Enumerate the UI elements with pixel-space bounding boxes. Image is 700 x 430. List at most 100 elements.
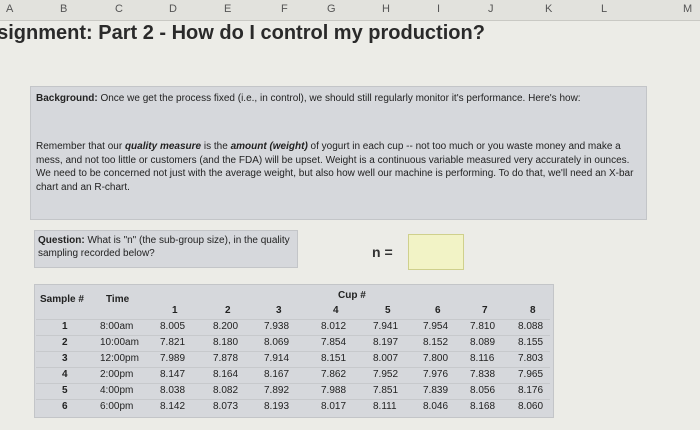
- weight-cell[interactable]: 7.838: [470, 369, 496, 380]
- weight-cell[interactable]: 8.193: [264, 401, 290, 412]
- weight-cell[interactable]: 8.038: [160, 385, 186, 396]
- column-header-f[interactable]: F: [281, 3, 288, 15]
- background-paragraph: Background: Once we get the process fixe…: [36, 92, 644, 105]
- sample-number: 3: [62, 353, 68, 364]
- weight-cell[interactable]: 7.941: [373, 321, 399, 332]
- weight-cell[interactable]: 8.164: [213, 369, 239, 380]
- weight-cell[interactable]: 7.862: [321, 369, 347, 380]
- column-header-h[interactable]: H: [382, 3, 390, 15]
- weight-cell[interactable]: 7.989: [160, 353, 186, 364]
- weight-cell[interactable]: 8.152: [423, 337, 449, 348]
- column-header-d[interactable]: D: [169, 3, 177, 15]
- weight-cell[interactable]: 7.988: [321, 385, 347, 396]
- question-panel: [34, 230, 298, 268]
- background-panel: [30, 86, 647, 220]
- sample-number: 4: [62, 369, 68, 380]
- cup-number-4: 4: [333, 305, 339, 316]
- sample-time: 2:00pm: [100, 369, 134, 380]
- weight-cell[interactable]: 8.082: [213, 385, 239, 396]
- weight-cell[interactable]: 8.088: [518, 321, 544, 332]
- n-label: n =: [372, 244, 393, 260]
- weight-cell[interactable]: 8.007: [373, 353, 399, 364]
- weight-cell[interactable]: 8.073: [213, 401, 239, 412]
- weight-cell[interactable]: 8.005: [160, 321, 186, 332]
- weight-cell[interactable]: 7.810: [470, 321, 496, 332]
- column-header-i[interactable]: I: [437, 3, 441, 15]
- row-divider: [36, 383, 550, 384]
- weight-cell[interactable]: 8.056: [470, 385, 496, 396]
- weight-cell[interactable]: 8.060: [518, 401, 544, 412]
- sample-number: 1: [62, 321, 68, 332]
- weight-cell[interactable]: 8.176: [518, 385, 544, 396]
- weight-cell[interactable]: 7.914: [264, 353, 290, 364]
- background-intro-text: Once we get the process fixed (i.e., in …: [97, 93, 581, 104]
- sample-number: 6: [62, 401, 68, 412]
- cup-header: Cup #: [338, 290, 366, 301]
- sample-time: 6:00pm: [100, 401, 134, 412]
- cup-number-2: 2: [225, 305, 231, 316]
- weight-cell[interactable]: 8.089: [470, 337, 496, 348]
- column-header-bar: [0, 0, 700, 21]
- weight-cell[interactable]: 7.800: [423, 353, 449, 364]
- weight-cell[interactable]: 7.938: [264, 321, 290, 332]
- weight-cell[interactable]: 7.954: [423, 321, 449, 332]
- question-label: Question:: [38, 235, 85, 246]
- sample-number: 5: [62, 385, 68, 396]
- cup-number-5: 5: [385, 305, 391, 316]
- cup-number-1: 1: [172, 305, 178, 316]
- weight-cell[interactable]: 8.197: [373, 337, 399, 348]
- weight-cell[interactable]: 7.965: [518, 369, 544, 380]
- cup-number-8: 8: [530, 305, 536, 316]
- column-header-b[interactable]: B: [60, 3, 68, 15]
- weight-cell[interactable]: 7.952: [373, 369, 399, 380]
- row-divider: [36, 351, 550, 352]
- weight-cell[interactable]: 7.851: [373, 385, 399, 396]
- weight-cell[interactable]: 7.854: [321, 337, 347, 348]
- column-header-e[interactable]: E: [224, 3, 232, 15]
- weight-cell[interactable]: 8.012: [321, 321, 347, 332]
- weight-cell[interactable]: 8.046: [423, 401, 449, 412]
- column-header-c[interactable]: C: [115, 3, 123, 15]
- weight-cell[interactable]: 7.821: [160, 337, 186, 348]
- question-body: What is "n" (the sub-group size), in the…: [38, 235, 290, 259]
- sample-number: 2: [62, 337, 68, 348]
- weight-cell[interactable]: 7.892: [264, 385, 290, 396]
- row-divider: [36, 335, 550, 336]
- weight-cell[interactable]: 8.142: [160, 401, 186, 412]
- sample-time: 4:00pm: [100, 385, 134, 396]
- quality-measure-term: quality measure: [124, 141, 202, 152]
- quality-measure-paragraph: Remember that our quality measure is the…: [36, 140, 644, 194]
- column-header-g[interactable]: G: [327, 3, 336, 15]
- background-label: Background:: [36, 93, 98, 104]
- column-header-k[interactable]: K: [545, 3, 553, 15]
- sample-time: 12:00pm: [100, 353, 139, 364]
- weight-cell[interactable]: 8.200: [213, 321, 239, 332]
- row-divider: [36, 319, 550, 320]
- weight-cell[interactable]: 7.976: [423, 369, 449, 380]
- weight-cell[interactable]: 7.803: [518, 353, 544, 364]
- weight-cell[interactable]: 8.116: [470, 353, 495, 364]
- row-divider: [36, 399, 550, 400]
- weight-cell[interactable]: 8.155: [518, 337, 544, 348]
- column-header-a[interactable]: A: [6, 3, 14, 15]
- weight-cell[interactable]: 8.168: [470, 401, 496, 412]
- row-divider: [36, 367, 550, 368]
- cup-number-3: 3: [276, 305, 282, 316]
- weight-cell[interactable]: 8.180: [213, 337, 239, 348]
- cup-number-7: 7: [482, 305, 488, 316]
- weight-cell[interactable]: 8.151: [321, 353, 347, 364]
- n-answer-cell[interactable]: [408, 234, 464, 270]
- weight-cell[interactable]: 8.167: [264, 369, 290, 380]
- weight-cell[interactable]: 7.839: [423, 385, 449, 396]
- column-header-j[interactable]: J: [488, 3, 494, 15]
- question-text: Question: What is "n" (the sub-group siz…: [38, 234, 298, 260]
- cup-number-6: 6: [435, 305, 441, 316]
- column-header-l[interactable]: L: [601, 3, 608, 15]
- weight-cell[interactable]: 8.111: [373, 401, 397, 412]
- weight-cell[interactable]: 8.069: [264, 337, 290, 348]
- sample-time: 10:00am: [100, 337, 139, 348]
- weight-cell[interactable]: 7.878: [213, 353, 239, 364]
- column-header-m[interactable]: M: [683, 3, 693, 15]
- weight-cell[interactable]: 8.147: [160, 369, 186, 380]
- weight-cell[interactable]: 8.017: [321, 401, 347, 412]
